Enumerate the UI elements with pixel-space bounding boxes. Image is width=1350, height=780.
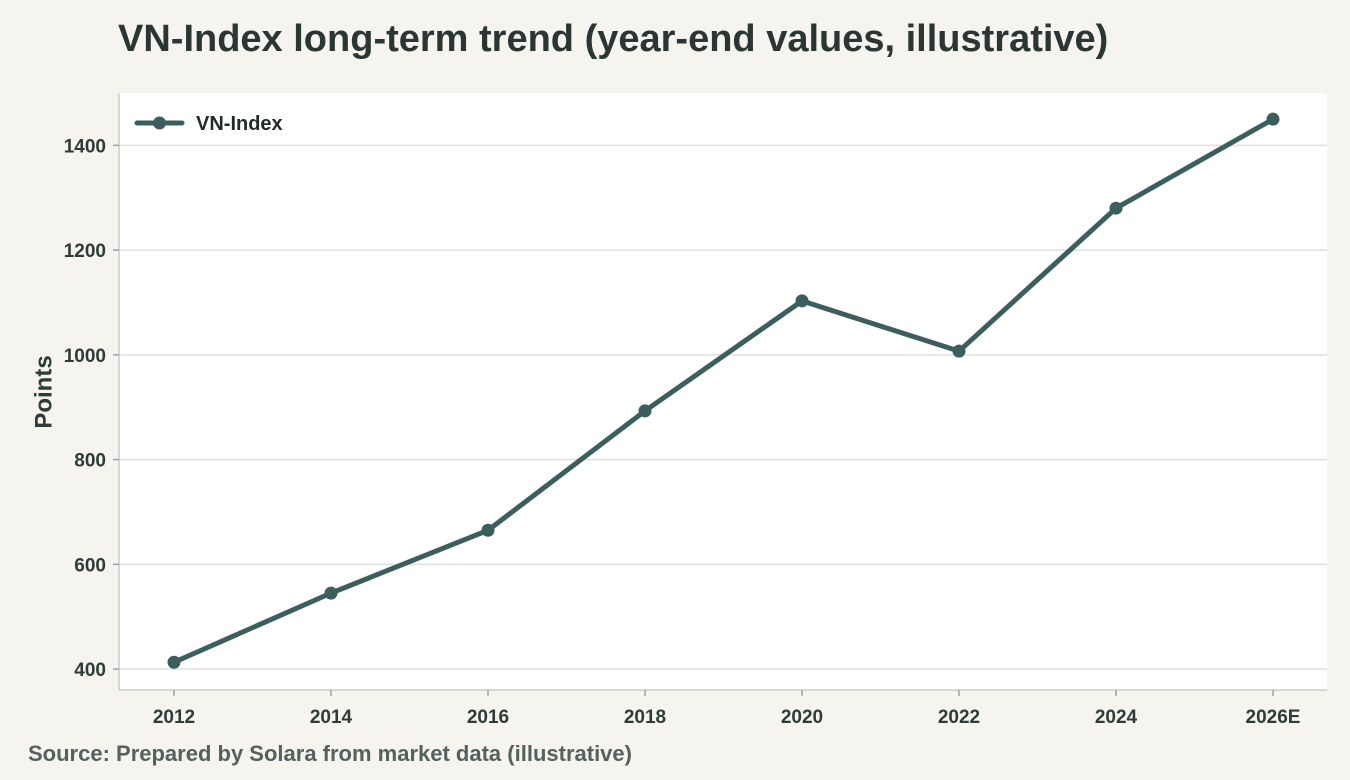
data-point [481,523,495,537]
y-tick-label: 1400 [64,136,106,157]
series-line [171,116,1276,665]
data-point [1109,201,1123,215]
y-tick-label: 800 [74,451,106,472]
data-point [167,655,181,669]
x-tick-label: 2014 [310,707,353,728]
x-tick-label: 2020 [781,707,823,728]
x-tick-label: 2026E [1246,707,1301,728]
legend-label: VN-Index [196,113,283,135]
y-tick-label: 1000 [64,346,106,367]
data-point [795,294,809,308]
data-point [638,404,652,418]
chart-source-note: Source: Prepared by Solara from market d… [28,741,632,766]
series-layer [167,112,1280,669]
x-tick-label: 2016 [467,707,509,728]
legend: VN-Index [134,113,283,135]
x-tick-label: 2024 [1095,707,1138,728]
y-tick-label: 400 [74,660,106,681]
plot-area [119,93,1327,690]
y-axis-ticks: 400 600 800 1000 1200 1400 [64,136,119,681]
y-axis-title: Points [30,355,57,428]
data-point [1266,112,1280,126]
data-point [324,586,338,600]
y-tick-label: 600 [74,555,106,576]
data-point [952,344,966,358]
x-tick-label: 2018 [624,707,666,728]
x-tick-label: 2022 [938,707,980,728]
x-axis-ticks: 2012 2014 2016 2018 2020 2022 2024 2026E [153,690,1301,728]
chart-title: VN-Index long-term trend (year-end value… [118,18,1109,60]
legend-marker [153,116,166,130]
y-tick-label: 1200 [64,241,106,262]
x-tick-label: 2012 [153,707,195,728]
